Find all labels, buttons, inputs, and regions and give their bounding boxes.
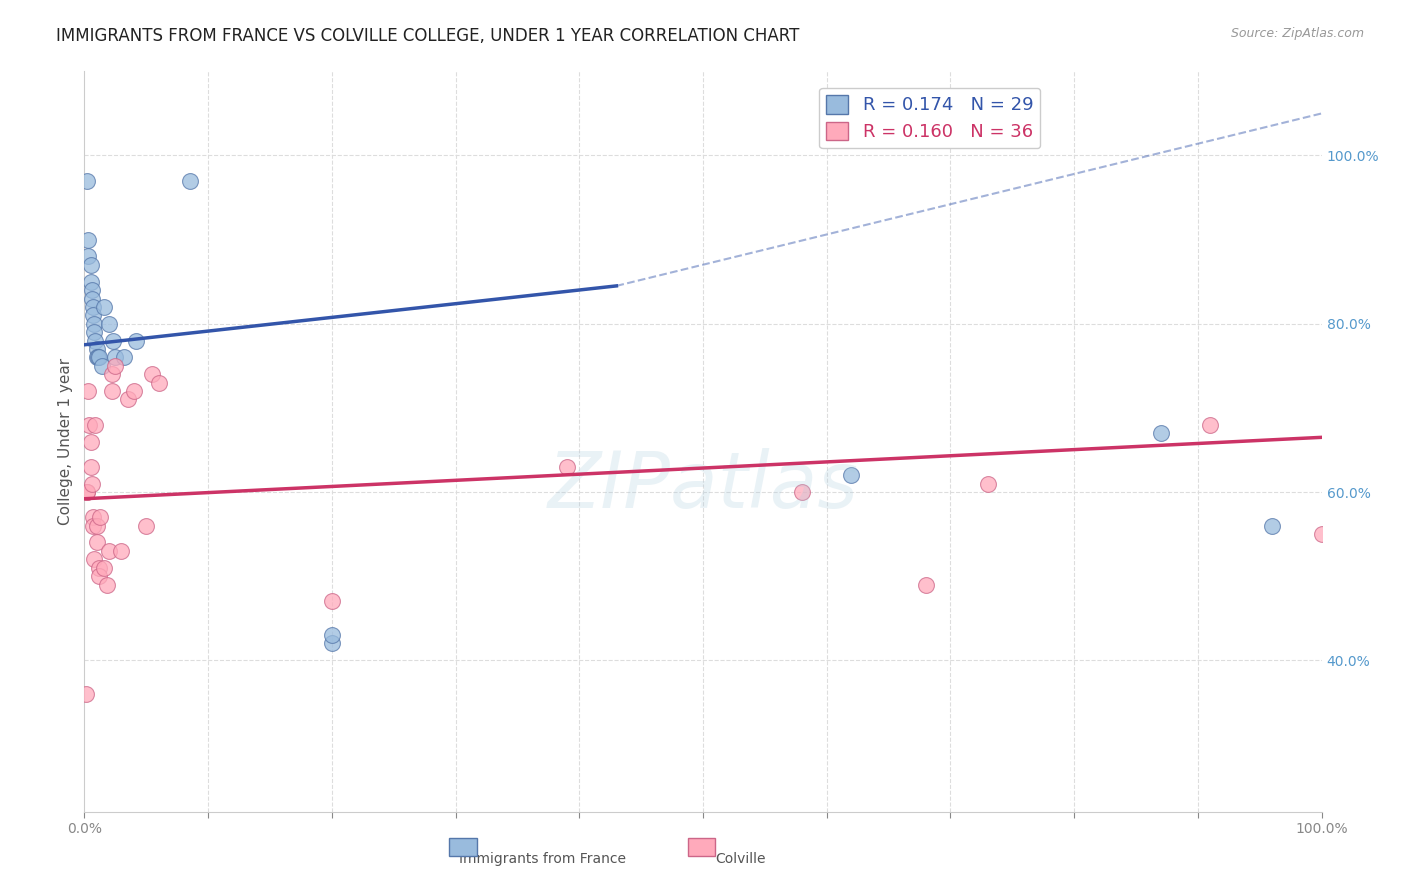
Point xyxy=(976,476,998,491)
Point xyxy=(93,560,115,574)
Point xyxy=(93,300,115,314)
Point xyxy=(82,510,104,524)
Point xyxy=(82,309,104,323)
Point xyxy=(555,459,578,474)
Point xyxy=(104,351,127,365)
Point xyxy=(96,577,118,591)
Point xyxy=(76,485,98,500)
Point xyxy=(83,317,105,331)
Point xyxy=(90,359,112,373)
Point xyxy=(76,174,98,188)
Point xyxy=(122,384,145,398)
Point xyxy=(82,300,104,314)
Point xyxy=(86,518,108,533)
Point xyxy=(83,325,105,339)
Point xyxy=(79,459,101,474)
Point xyxy=(125,334,148,348)
Point xyxy=(914,577,936,591)
Text: Immigrants from France: Immigrants from France xyxy=(458,853,626,866)
Point xyxy=(112,351,135,365)
Point xyxy=(98,544,121,558)
Point xyxy=(89,569,111,583)
Point xyxy=(86,342,108,356)
Point xyxy=(89,351,111,365)
Point xyxy=(101,334,124,348)
Point xyxy=(79,258,101,272)
Point xyxy=(148,376,170,390)
Point xyxy=(141,368,163,382)
Point xyxy=(80,292,103,306)
Point xyxy=(110,544,132,558)
Point xyxy=(86,351,108,365)
Text: ZIPatlas: ZIPatlas xyxy=(547,448,859,524)
Point xyxy=(117,392,139,407)
Point xyxy=(321,628,343,642)
Point xyxy=(179,174,201,188)
Text: Colville: Colville xyxy=(714,853,765,866)
FancyBboxPatch shape xyxy=(450,838,477,856)
Point xyxy=(1150,426,1173,441)
Point xyxy=(1261,518,1284,533)
Text: Source: ZipAtlas.com: Source: ZipAtlas.com xyxy=(1230,27,1364,40)
FancyBboxPatch shape xyxy=(688,838,716,856)
Point xyxy=(100,368,122,382)
Text: IMMIGRANTS FROM FRANCE VS COLVILLE COLLEGE, UNDER 1 YEAR CORRELATION CHART: IMMIGRANTS FROM FRANCE VS COLVILLE COLLE… xyxy=(56,27,800,45)
Point xyxy=(100,384,122,398)
Point xyxy=(87,351,110,365)
Point xyxy=(98,317,121,331)
Point xyxy=(75,687,97,701)
Point xyxy=(83,552,105,566)
Legend: R = 0.174   N = 29, R = 0.160   N = 36: R = 0.174 N = 29, R = 0.160 N = 36 xyxy=(820,87,1040,148)
Point xyxy=(80,283,103,297)
Point xyxy=(79,275,101,289)
Point xyxy=(89,560,111,574)
Point xyxy=(82,518,104,533)
Point xyxy=(321,594,343,608)
Point xyxy=(77,384,100,398)
Point xyxy=(841,468,863,483)
Point xyxy=(84,417,107,432)
Point xyxy=(77,233,100,247)
Point xyxy=(1310,527,1333,541)
Point xyxy=(84,334,107,348)
Point xyxy=(86,535,108,549)
Point xyxy=(790,485,813,500)
Y-axis label: College, Under 1 year: College, Under 1 year xyxy=(58,358,73,525)
Point xyxy=(104,359,127,373)
Point xyxy=(76,485,98,500)
Point xyxy=(79,434,101,449)
Point xyxy=(89,510,111,524)
Point xyxy=(1199,417,1222,432)
Point xyxy=(135,518,157,533)
Point xyxy=(80,476,103,491)
Point xyxy=(321,636,343,650)
Point xyxy=(79,417,101,432)
Point xyxy=(77,250,100,264)
